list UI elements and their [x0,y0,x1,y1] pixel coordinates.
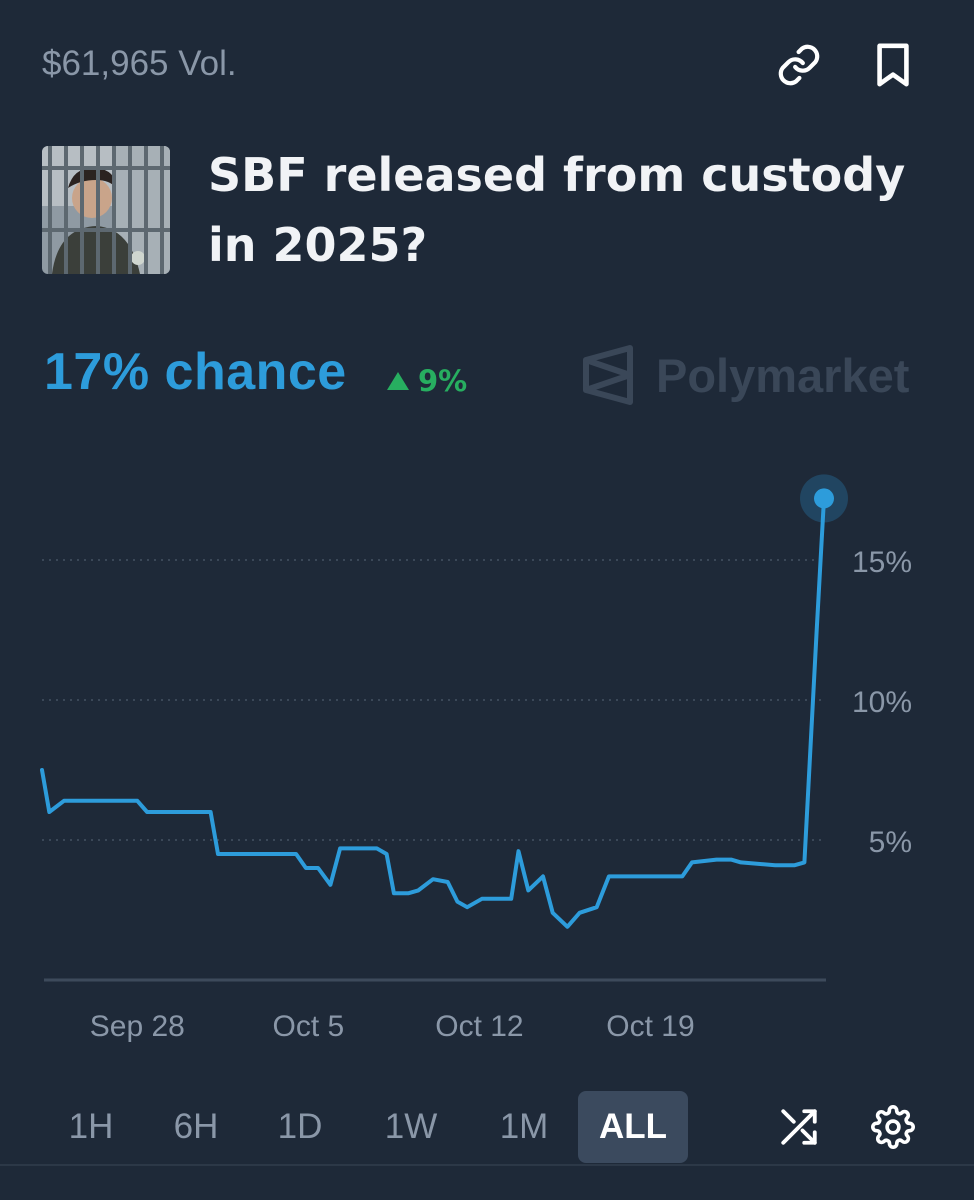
x-tick-label: Oct 5 [273,1010,345,1043]
timeframe-all-button[interactable]: ALL [578,1091,688,1163]
current-point [814,488,834,509]
gear-icon[interactable] [870,1104,916,1150]
x-tick-label: Oct 19 [606,1010,694,1043]
x-tick-label: Sep 28 [90,1010,185,1043]
market-thumbnail [42,146,170,274]
bookmark-icon[interactable] [868,40,918,90]
timeframe-1h-button[interactable]: 1H [68,1107,114,1146]
timeframe-selector: 1H 6H 1D 1W 1M ALL [38,1090,688,1164]
market-title: SBF released from custody in 2025? [208,148,906,272]
timeframe-1d-button[interactable]: 1D [277,1107,323,1146]
chance-value: 17% chance [44,343,347,401]
shuffle-icon[interactable] [776,1104,822,1150]
delta-value: 9% [418,364,468,398]
timeframe-6h-button[interactable]: 6H [173,1107,219,1146]
volume-label: $61,965 Vol. [42,44,237,83]
triangle-up-icon [387,372,409,390]
chance-delta: 9% [386,364,467,398]
polymarket-logo-icon [583,345,633,405]
link-icon[interactable] [774,40,824,90]
y-tick-label: 5% [869,826,912,859]
y-tick-label: 10% [852,686,912,719]
timeframe-1m-button[interactable]: 1M [499,1107,549,1146]
y-tick-label: 15% [852,546,912,579]
brand-name: Polymarket [656,348,910,402]
series-line [40,496,826,929]
x-tick-label: Oct 12 [435,1010,523,1043]
brand-watermark: Polymarket [582,344,909,406]
bottom-divider [0,1164,974,1166]
price-chart: 5% 10% 15% Sep 28 Oct 5 Oct 12 Oct 19 [40,474,912,1043]
timeframe-1w-button[interactable]: 1W [384,1107,438,1146]
